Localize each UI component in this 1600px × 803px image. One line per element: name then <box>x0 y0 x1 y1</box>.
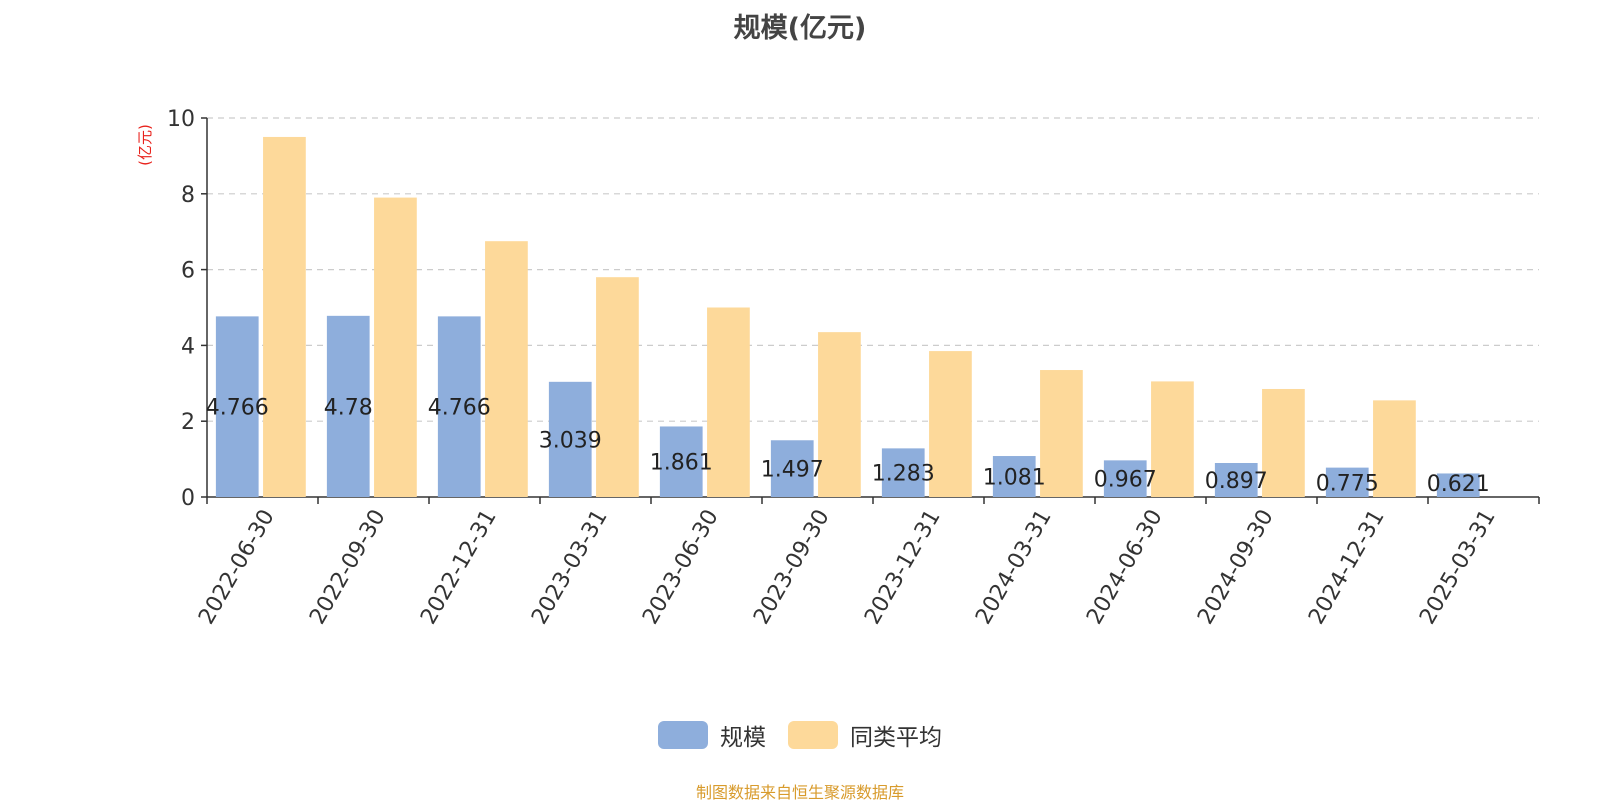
data-label: 0.775 <box>1316 471 1379 496</box>
legend-label-scale: 规模 <box>720 725 766 751</box>
y-tick-label: 4 <box>181 334 195 359</box>
legend-label-peer-average: 同类平均 <box>850 725 942 751</box>
bar-scale <box>437 316 481 497</box>
legend-item-scale[interactable]: 规模 <box>658 718 766 752</box>
bar-scale <box>1436 473 1480 497</box>
bar-peer-average <box>374 197 417 497</box>
bar-scale <box>992 456 1036 497</box>
bar-peer-average <box>929 351 972 497</box>
legend-swatch-scale <box>658 721 708 749</box>
bar-scale <box>1214 463 1258 497</box>
chart-title: 规模(亿元) <box>733 13 867 44</box>
data-label: 1.861 <box>650 451 713 476</box>
y-tick-label: 2 <box>181 410 195 435</box>
bar-peer-average <box>263 136 306 497</box>
y-tick-label: 8 <box>181 183 195 208</box>
legend-item-peer-average[interactable]: 同类平均 <box>788 718 942 752</box>
y-tick-label: 10 <box>167 107 195 132</box>
bar-scale <box>1103 460 1147 497</box>
data-label: 0.897 <box>1205 469 1268 494</box>
x-tick-label: 2024-12-31 <box>1304 506 1390 629</box>
bar-scale <box>548 381 592 497</box>
bar-peer-average <box>1040 370 1083 497</box>
x-tick-label: 2023-12-31 <box>860 506 946 629</box>
legend: 规模 同类平均 <box>0 718 1600 752</box>
y-tick-label: 6 <box>181 259 195 284</box>
bar-scale <box>215 316 259 497</box>
data-label: 0.967 <box>1094 468 1157 493</box>
x-tick-label: 2024-03-31 <box>971 506 1057 629</box>
x-tick-label: 2024-09-30 <box>1193 506 1279 629</box>
y-axis-label: (亿元) <box>136 124 154 166</box>
legend-swatch-peer-average <box>788 721 838 749</box>
x-tick-label: 2025-03-31 <box>1415 506 1501 629</box>
x-tick-label: 2022-12-31 <box>416 506 502 629</box>
bar-peer-average <box>1373 400 1416 497</box>
bar-peer-average <box>1262 388 1305 497</box>
source-note: 制图数据来自恒生聚源数据库 <box>695 783 904 802</box>
x-tick-label: 2023-03-31 <box>527 506 613 629</box>
bar-peer-average <box>707 307 750 497</box>
x-tick-label: 2023-09-30 <box>749 506 835 629</box>
data-label: 4.766 <box>206 396 269 421</box>
bar-peer-average <box>596 277 639 497</box>
x-tick-label: 2022-09-30 <box>305 506 391 629</box>
data-label: 4.766 <box>428 396 491 421</box>
x-tick-label: 2022-06-30 <box>194 506 280 629</box>
x-tick-label: 2023-06-30 <box>638 506 724 629</box>
bar-peer-average <box>1151 381 1194 497</box>
bar-scale <box>770 440 814 497</box>
data-label: 0.621 <box>1427 472 1490 497</box>
y-tick-label: 0 <box>181 486 195 511</box>
data-label: 4.78 <box>324 395 373 420</box>
bar-scale <box>1325 467 1369 497</box>
data-label: 1.081 <box>983 466 1046 491</box>
data-label: 1.283 <box>872 462 935 487</box>
bar-scale <box>881 448 925 497</box>
bar-peer-average <box>818 332 861 497</box>
bar-scale <box>659 426 703 497</box>
data-label: 3.039 <box>539 428 602 453</box>
x-tick-label: 2024-06-30 <box>1082 506 1168 629</box>
bar-peer-average <box>485 241 528 497</box>
bar-scale <box>326 315 370 497</box>
data-label: 1.497 <box>761 458 824 483</box>
